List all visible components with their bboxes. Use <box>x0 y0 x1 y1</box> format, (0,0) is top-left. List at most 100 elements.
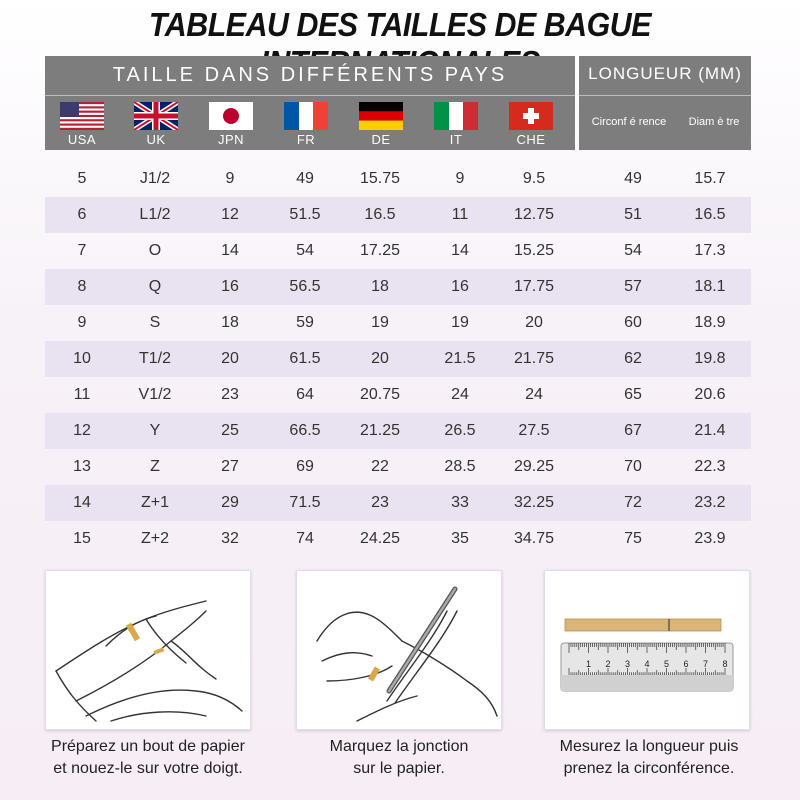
table-cell: Q <box>148 278 162 295</box>
table-cell: 11 <box>451 206 469 223</box>
italy-flag-icon <box>434 102 478 130</box>
table-row: 5 J1/2 9 49 15.75 9 9.5 49 15.7 <box>45 161 751 197</box>
step-3-illustration: 1 2 3 4 5 6 7 8 <box>544 570 750 730</box>
table-cell: 24 <box>525 386 543 403</box>
table-cell: 15.7 <box>694 170 726 187</box>
table-cell: 67 <box>624 422 642 439</box>
germany-flag-icon <box>359 102 403 130</box>
country-it: IT <box>426 102 486 147</box>
table-cell: 32.25 <box>513 494 555 511</box>
header-length: LONGUEUR (MM) Circonf é rence Diam è tre <box>579 56 751 150</box>
table-row: 11 V1/2 23 64 20.75 24 24 65 20.6 <box>45 377 751 413</box>
country-code-fr: FR <box>296 132 316 147</box>
table-cell: L1/2 <box>139 206 171 223</box>
paper-strip <box>564 618 722 632</box>
table-cell: 18.9 <box>694 314 726 331</box>
table-cell: 21.75 <box>513 350 555 367</box>
table-row: 9 S 18 59 19 19 20 60 18.9 <box>45 305 751 341</box>
table-cell: 16 <box>221 278 239 295</box>
table-cell: 24.25 <box>359 530 401 547</box>
table-cell: 18 <box>221 314 239 331</box>
table-cell: 51 <box>624 206 642 223</box>
table-cell: 9.5 <box>522 170 546 187</box>
table-cell: 72 <box>624 494 642 511</box>
table-cell: J1/2 <box>139 170 171 187</box>
country-code-che: CHE <box>516 132 546 147</box>
table-cell: 16.5 <box>364 206 396 223</box>
table-cell: 14 <box>221 242 239 259</box>
length-title: LONGUEUR (MM) <box>588 64 742 83</box>
step-2-line-1: Marquez la jonction <box>329 738 469 755</box>
france-flag-icon <box>284 102 328 130</box>
table-cell: 26.5 <box>444 422 476 439</box>
table-cell: 18.1 <box>694 278 726 295</box>
table-cell: 10 <box>73 350 91 367</box>
header-countries: TAILLE DANS DIFFÉRENTS PAYS USA UK <box>45 56 575 150</box>
ruler-number: 5 <box>664 659 669 669</box>
table-cell: 70 <box>624 458 642 475</box>
table-cell: 60 <box>624 314 642 331</box>
table-cell: 27.5 <box>518 422 550 439</box>
table-cell: 17.3 <box>694 242 726 259</box>
table-cell: 7 <box>77 242 87 259</box>
countries-title: TAILLE DANS DIFFÉRENTS PAYS <box>112 64 508 86</box>
table-cell: 21.4 <box>694 422 726 439</box>
ruler-number: 7 <box>703 659 708 669</box>
table-cell: 66.5 <box>289 422 321 439</box>
ruler-number: 4 <box>644 659 649 669</box>
country-code-de: DE <box>371 132 391 147</box>
table-row: 7 O 14 54 17.25 14 15.25 54 17.3 <box>45 233 751 269</box>
table-cell: 49 <box>296 170 314 187</box>
table-cell: Z+2 <box>140 530 169 547</box>
table-row: 14 Z+1 29 71.5 23 33 32.25 72 23.2 <box>45 485 751 521</box>
country-code-jpn: JPN <box>217 132 245 147</box>
ruler-number: 2 <box>605 659 610 669</box>
table-row: 6 L1/2 12 51.5 16.5 11 12.75 51 16.5 <box>45 197 751 233</box>
table-cell: 15 <box>73 530 91 547</box>
table-row: 8 Q 16 56.5 18 16 17.75 57 18.1 <box>45 269 751 305</box>
table-cell: 29 <box>221 494 239 511</box>
table-cell: 18 <box>371 278 389 295</box>
table-cell: V1/2 <box>138 386 172 403</box>
table-cell: O <box>148 242 162 259</box>
table-cell: 15.25 <box>513 242 555 259</box>
table-cell: 14 <box>451 242 469 259</box>
table-cell: 32 <box>221 530 239 547</box>
table-cell: 34.75 <box>513 530 555 547</box>
switzerland-flag-icon <box>509 102 553 130</box>
table-cell: 20.6 <box>694 386 726 403</box>
table-cell: 8 <box>77 278 87 295</box>
ruler-number: 8 <box>722 659 727 669</box>
table-cell: 64 <box>296 386 314 403</box>
country-fr: FR <box>276 102 336 147</box>
hand-with-paper-icon <box>55 600 243 722</box>
country-uk: UK <box>126 102 186 147</box>
table-cell: 16.5 <box>694 206 726 223</box>
size-table: 5 J1/2 9 49 15.75 9 9.5 49 15.7 6 L1/2 12 51.5 16.5 11… <box>45 161 751 557</box>
table-cell: 17.25 <box>359 242 401 259</box>
country-de: DE <box>351 102 411 147</box>
table-row: 12 Y 25 66.5 21.25 26.5 27.5 67 21.4 <box>45 413 751 449</box>
table-cell: 9 <box>455 170 465 187</box>
ruler-number: 1 <box>586 659 591 669</box>
step-1-illustration <box>45 570 251 730</box>
table-cell: 56.5 <box>289 278 321 295</box>
table-row: 10 T1/2 20 61.5 20 21.5 21.75 62 19.8 <box>45 341 751 377</box>
table-cell: 22.3 <box>694 458 726 475</box>
country-code-it: IT <box>449 132 463 147</box>
step-1-line-2: et nouez-le sur votre doigt. <box>53 760 243 777</box>
header-divider <box>45 95 575 96</box>
table-cell: 21.25 <box>359 422 401 439</box>
table-cell: 9 <box>225 170 235 187</box>
table-cell: 9 <box>77 314 87 331</box>
circumference-header: Circonf é rence <box>591 116 667 128</box>
table-cell: Y <box>149 422 161 439</box>
table-cell: 14 <box>73 494 91 511</box>
table-cell: 6 <box>77 206 87 223</box>
table-cell: 33 <box>451 494 469 511</box>
ruler-bottom-band <box>561 675 733 691</box>
table-cell: 23 <box>221 386 239 403</box>
table-cell: 20 <box>371 350 389 367</box>
ruler-number: 3 <box>625 659 630 669</box>
table-cell: 21.5 <box>444 350 476 367</box>
